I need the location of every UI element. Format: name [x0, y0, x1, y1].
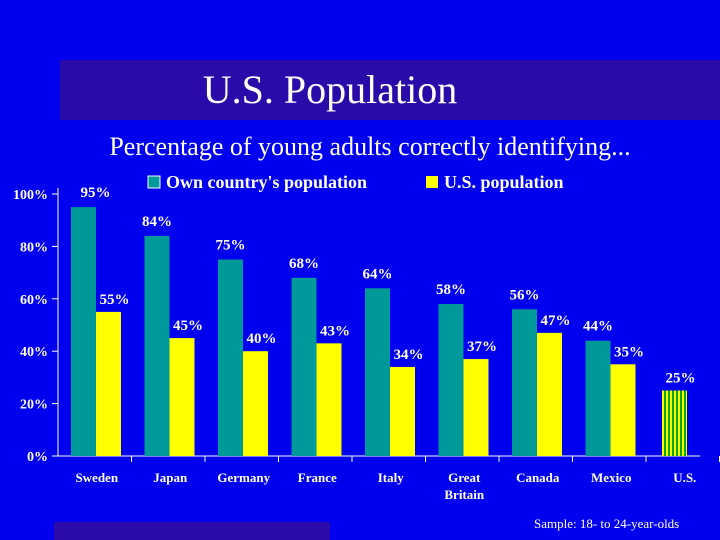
bar-us-population [390, 366, 415, 456]
y-tick-label: 80% [20, 240, 48, 255]
bar-own-country [218, 259, 243, 456]
footnote: Sample: 18- to 24-year-olds [534, 516, 680, 531]
x-tick-label: Great [448, 470, 481, 485]
x-tick-label: Canada [516, 470, 560, 485]
legend-swatch-us [426, 176, 438, 188]
data-label-own-country: 95% [81, 185, 111, 201]
data-label-own-country: 64% [363, 266, 393, 282]
data-label-us-population: 35% [614, 344, 644, 360]
x-tick-label: Germany [217, 470, 270, 485]
bar-us-population [610, 364, 636, 456]
data-labels: 95%55%84%45%75%40%68%43%64%34%58%37%56%4… [81, 185, 696, 386]
data-label-own-country: 84% [142, 214, 172, 230]
legend-label-us: U.S. population [444, 172, 564, 192]
legend-label-own: Own country's population [166, 172, 367, 192]
x-tick-label: Japan [153, 470, 188, 485]
chart-subtitle: Percentage of young adults correctly ide… [109, 132, 631, 161]
data-label-us-population: 25% [666, 371, 696, 387]
data-label-us-population: 55% [100, 292, 130, 308]
bar-own-country [585, 340, 611, 456]
bar-own-country [144, 235, 170, 456]
x-tick-label: France [298, 470, 337, 485]
bar-own-country [291, 277, 317, 456]
y-tick-label: 100% [13, 188, 48, 203]
y-tick-label: 60% [20, 293, 48, 308]
bar-us-population [243, 351, 268, 456]
y-axis: 0% 20% 40% 60% 80% 100% [13, 188, 59, 465]
y-tick-label: 0% [27, 450, 48, 465]
data-label-own-country: 75% [216, 238, 246, 254]
bar-us-population [662, 390, 687, 456]
data-label-us-population: 47% [541, 313, 571, 329]
data-label-us-population: 37% [467, 339, 497, 355]
x-tick-label: Italy [378, 470, 405, 485]
bars [71, 207, 687, 456]
data-label-us-population: 40% [247, 331, 277, 347]
data-label-us-population: 45% [173, 318, 203, 334]
bar-own-country [71, 207, 96, 456]
data-label-us-population: 34% [394, 347, 424, 363]
legend-swatch-own [147, 175, 161, 189]
data-label-own-country: 44% [583, 319, 613, 335]
data-label-own-country: 68% [289, 256, 319, 272]
bar-us-population [463, 359, 489, 456]
slide-title: U.S. Population [202, 67, 458, 112]
data-label-us-population: 43% [320, 323, 350, 339]
bottom-band [54, 522, 330, 540]
x-axis: Sweden Japan Germany France Italy Great Britai… [58, 455, 720, 502]
bar-us-population [96, 311, 121, 456]
x-tick-label: Sweden [75, 470, 118, 485]
bar-us-population [169, 338, 195, 456]
bar-us-population [537, 332, 562, 456]
bar-own-country [438, 304, 464, 456]
bar-own-country [365, 288, 390, 456]
y-tick-label: 20% [20, 398, 48, 413]
x-tick-label: Britain [444, 487, 484, 502]
data-label-own-country: 56% [510, 287, 540, 303]
x-tick-label: Mexico [591, 470, 631, 485]
bar-own-country [512, 309, 537, 456]
x-tick-label: U.S. [673, 470, 696, 485]
title-band: U.S. Population [60, 60, 720, 120]
y-tick-label: 40% [20, 345, 48, 360]
legend: Own country's population U.S. population [147, 172, 564, 192]
data-label-own-country: 58% [436, 282, 466, 298]
bar-us-population [316, 343, 342, 456]
